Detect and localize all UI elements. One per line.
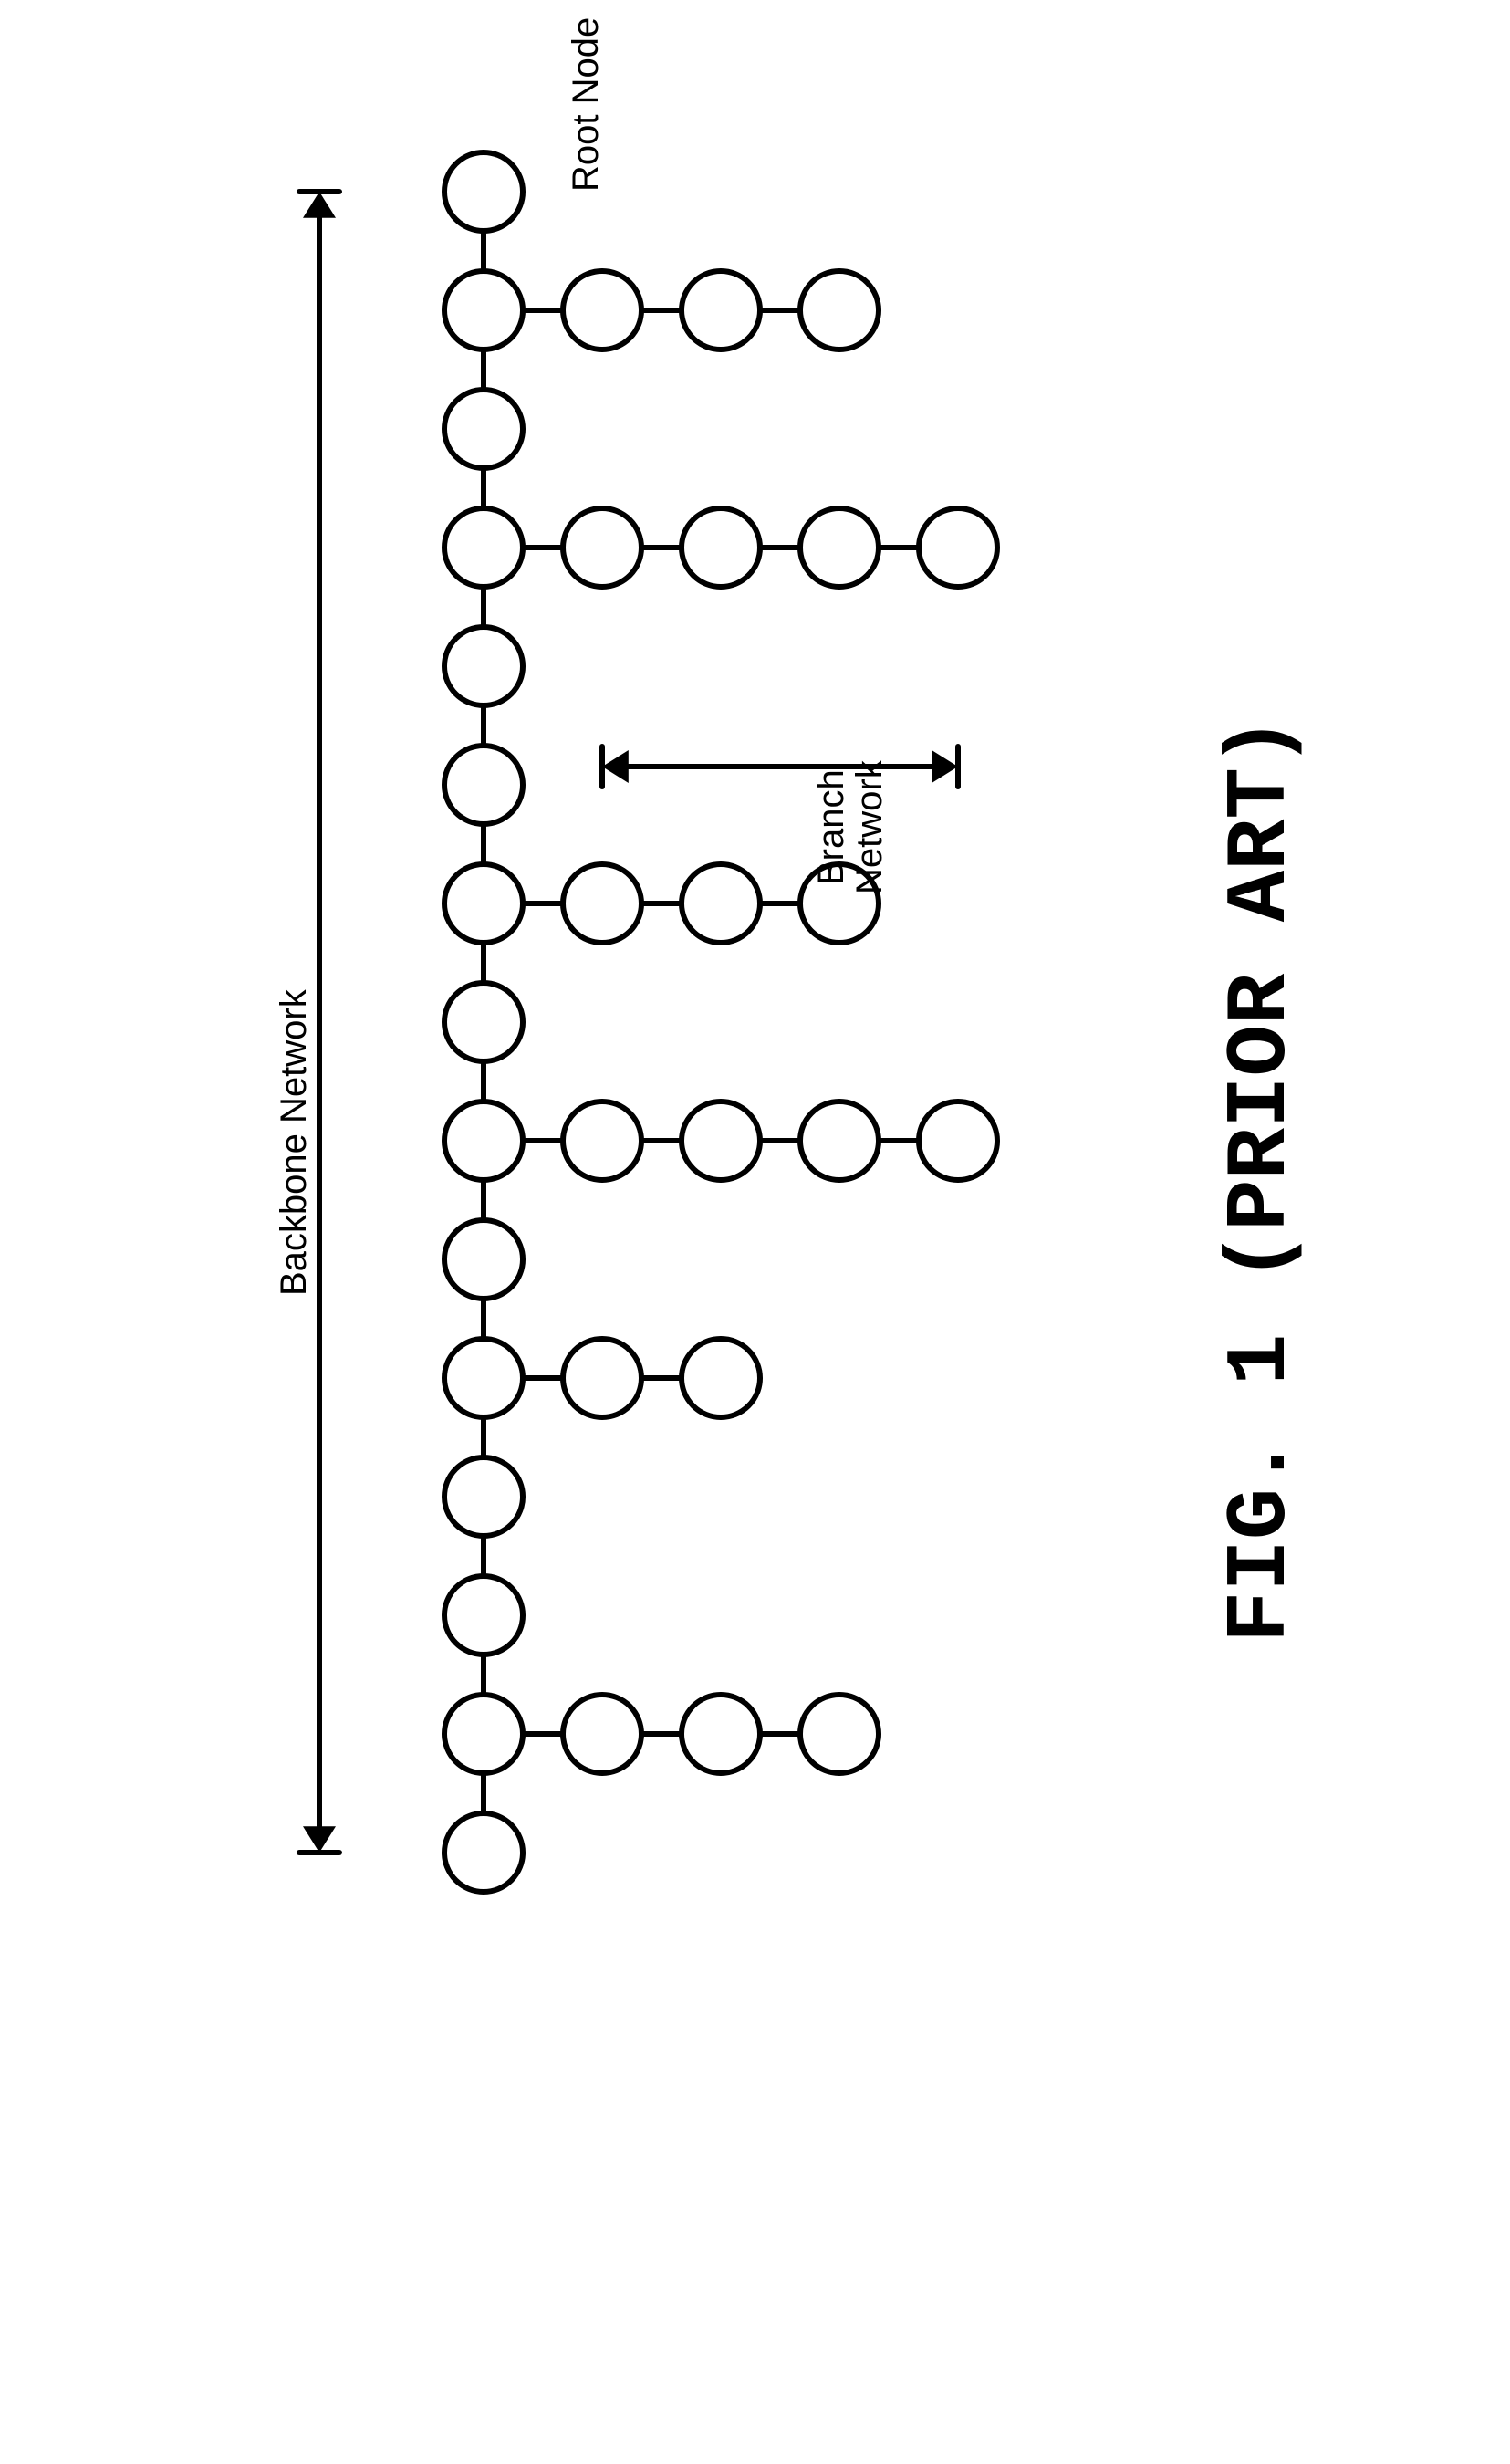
branch-node — [682, 864, 760, 943]
backbone-node — [444, 271, 523, 350]
backbone-node — [444, 1695, 523, 1773]
backbone-node — [444, 746, 523, 824]
branch-node — [682, 271, 760, 350]
backbone-node — [444, 1457, 523, 1536]
branch-node — [800, 1695, 879, 1773]
branch-node — [800, 1101, 879, 1180]
branch-node — [682, 508, 760, 587]
branch-label-line1: Branch — [811, 769, 851, 885]
branch-node — [800, 271, 879, 350]
branch-network-label: Branch Network — [812, 760, 889, 894]
backbone-node — [444, 1813, 523, 1892]
branch-node — [682, 1101, 760, 1180]
branch-node — [919, 508, 997, 587]
backbone-node — [444, 1339, 523, 1417]
branch-node — [563, 864, 641, 943]
backbone-network-label: Backbone Network — [274, 989, 315, 1296]
backbone-node — [444, 983, 523, 1061]
backbone-node — [444, 1576, 523, 1655]
branch-node — [682, 1695, 760, 1773]
figure-caption: FIG. 1 (PRIOR ART) — [1213, 716, 1310, 1643]
backbone-node — [444, 627, 523, 705]
branch-node — [800, 508, 879, 587]
root-node-label: Root Node — [566, 17, 607, 192]
branch-node — [563, 1339, 641, 1417]
figure-canvas: FIG. 1 (PRIOR ART) Backbone Network Root… — [0, 0, 1510, 2464]
backbone-node — [444, 1101, 523, 1180]
branch-node — [563, 1101, 641, 1180]
root-node — [444, 152, 523, 231]
branch-node — [682, 1339, 760, 1417]
branch-label-line2: Network — [849, 760, 890, 894]
branch-node — [563, 271, 641, 350]
backbone-node — [444, 390, 523, 468]
backbone-node — [444, 864, 523, 943]
branch-node — [563, 508, 641, 587]
backbone-node — [444, 508, 523, 587]
backbone-node — [444, 1220, 523, 1299]
branch-node — [919, 1101, 997, 1180]
branch-node — [563, 1695, 641, 1773]
